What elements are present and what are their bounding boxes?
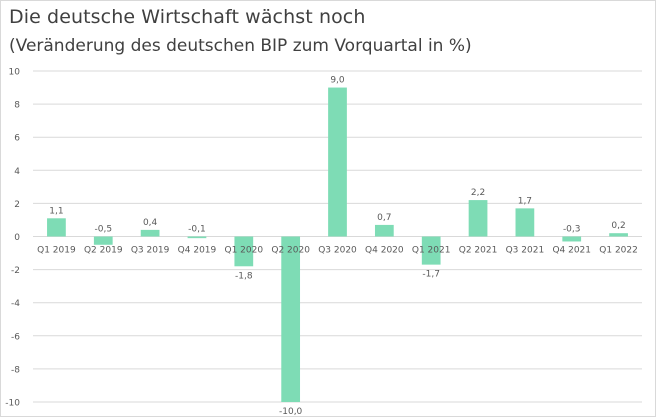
x-tick-label: Q4 2020 <box>365 246 404 256</box>
x-tick-label: Q3 2021 <box>506 246 545 256</box>
y-tick-label: -8 <box>11 365 20 375</box>
bar <box>93 236 113 245</box>
y-axis-ticks: 10 8 6 4 2 0 -2 -4 -6 -8 -10 <box>5 68 20 409</box>
y-tick-label: 6 <box>14 134 20 144</box>
data-label: 9,0 <box>330 76 345 86</box>
data-label: -1,8 <box>235 271 253 281</box>
bar <box>468 200 488 237</box>
bar <box>47 218 66 237</box>
bar <box>374 224 394 237</box>
bar <box>187 236 207 239</box>
x-tick-label: Q3 2019 <box>131 246 170 256</box>
x-tick-label: Q1 2019 <box>37 246 76 256</box>
y-tick-label: 8 <box>14 101 20 111</box>
bar <box>515 208 535 237</box>
data-label: 1,1 <box>49 206 63 216</box>
y-tick-label: -2 <box>11 266 20 276</box>
y-tick-label: 4 <box>14 167 20 177</box>
x-tick-label: Q4 2019 <box>178 246 217 256</box>
chart-title: Die deutsche Wirtschaft wächst noch <box>9 6 366 28</box>
data-label: 0,7 <box>377 213 391 223</box>
x-tick-label: Q1 2020 <box>225 246 264 256</box>
x-tick-label: Q1 2022 <box>599 246 638 256</box>
y-tick-label: -6 <box>11 332 20 342</box>
y-tick-label: 2 <box>14 200 20 210</box>
data-labels: 1,1 -0,5 0,4 -0,1 -1,8 -10,0 9,0 0,7 -1,7 2,2 1,7 -… <box>49 76 625 417</box>
data-label: -0,3 <box>563 225 581 235</box>
data-label: 2,2 <box>471 188 485 198</box>
data-label: 0,4 <box>143 218 158 228</box>
data-label: -10,0 <box>279 407 303 417</box>
x-tick-label: Q3 2020 <box>318 246 357 256</box>
data-label: -0,5 <box>94 225 112 235</box>
x-tick-label: Q2 2020 <box>271 246 310 256</box>
x-tick-label: Q2 2021 <box>459 246 498 256</box>
x-tick-label: Q2 2019 <box>84 246 123 256</box>
data-label: 0,2 <box>611 221 625 231</box>
bar <box>140 229 160 237</box>
y-tick-label: 10 <box>9 68 21 78</box>
bar <box>562 236 582 242</box>
bar <box>609 233 628 237</box>
chart-subtitle: (Veränderung des deutschen BIP zum Vorqu… <box>9 36 472 56</box>
x-tick-label: Q1 2021 <box>412 246 451 256</box>
x-tick-label: Q4 2021 <box>552 246 591 256</box>
bar <box>234 236 254 267</box>
bar <box>328 87 347 237</box>
y-tick-label: -10 <box>5 399 20 409</box>
bar <box>281 236 301 402</box>
data-label: -1,7 <box>422 270 440 280</box>
bar <box>421 236 441 265</box>
bars <box>47 87 628 402</box>
y-tick-label: -4 <box>11 299 20 309</box>
y-tick-label: 0 <box>14 233 20 243</box>
x-axis-labels: Q1 2019 Q2 2019 Q3 2019 Q4 2019 Q1 2020 Q2 20… <box>37 246 638 256</box>
data-label: 1,7 <box>518 196 532 206</box>
data-label: -0,1 <box>188 225 206 235</box>
